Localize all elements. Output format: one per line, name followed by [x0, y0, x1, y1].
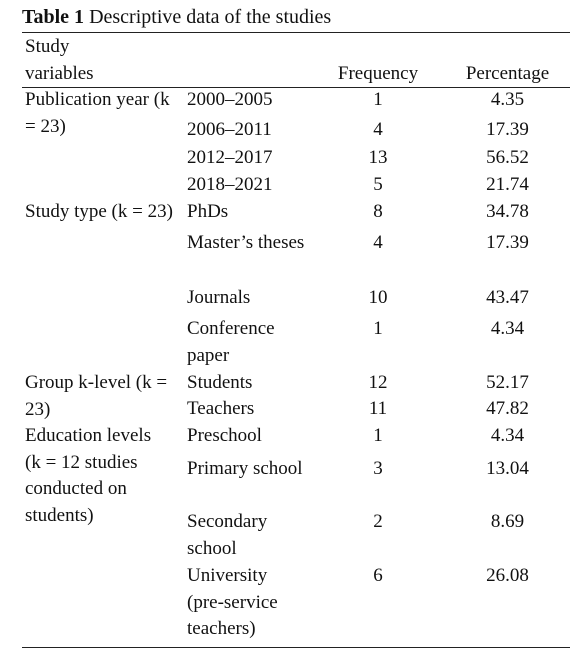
percentage-cell: 47.82	[486, 398, 529, 419]
table-number: Table 1	[22, 6, 85, 28]
group-label: Education levels (k = 12 studies conduct…	[25, 425, 152, 526]
row-item: 2006–2011	[187, 119, 272, 140]
percentage-cell: 26.08	[486, 565, 529, 586]
frequency-cell: 1	[373, 89, 383, 110]
bottom-rule	[22, 647, 570, 648]
top-rule	[22, 32, 570, 33]
row-item: Preschool	[187, 425, 262, 446]
percentage-cell: 52.17	[486, 372, 529, 393]
group-label: Group k-level (k = 23)	[25, 372, 168, 420]
percentage-cell: 34.78	[486, 201, 529, 222]
table-title: Table 1 Descriptive data of the studies	[22, 4, 331, 31]
frequency-cell: 8	[373, 201, 383, 222]
percentage-cell: 8.69	[490, 511, 525, 532]
frequency-cell: 4	[373, 232, 383, 253]
row-item: Teachers	[187, 398, 255, 419]
header-cell: Study variables	[25, 36, 94, 84]
percentage-cell: 43.47	[486, 287, 529, 308]
frequency-cell: 13	[368, 147, 388, 168]
percentage-cell: 21.74	[486, 174, 529, 195]
percentage-cell: 17.39	[486, 232, 529, 253]
row-item: Master’s theses	[187, 232, 305, 253]
row-item: PhDs	[187, 201, 229, 222]
header-cell: Frequency	[337, 63, 419, 84]
frequency-cell: 6	[373, 565, 383, 586]
frequency-cell: 4	[373, 119, 383, 140]
header-rule	[22, 87, 570, 88]
frequency-cell: 3	[373, 458, 383, 479]
row-item: 2018–2021	[187, 174, 273, 195]
frequency-cell: 1	[373, 425, 383, 446]
percentage-cell: 13.04	[486, 458, 529, 479]
frequency-cell: 11	[368, 398, 388, 419]
row-item: University (pre-service teachers)	[187, 565, 278, 639]
frequency-cell: 5	[373, 174, 383, 195]
header-cell: Percentage	[465, 63, 550, 84]
group-label: Publication year (k = 23)	[25, 89, 170, 137]
frequency-cell: 12	[368, 372, 388, 393]
row-item: 2000–2005	[187, 89, 273, 110]
row-item: Conference paper	[187, 318, 275, 366]
row-item: Secondary school	[187, 511, 268, 559]
row-item: Journals	[187, 287, 251, 308]
frequency-cell: 10	[368, 287, 388, 308]
percentage-cell: 4.35	[490, 89, 525, 110]
percentage-cell: 4.34	[490, 425, 525, 446]
row-item: Students	[187, 372, 253, 393]
row-item: Primary school	[187, 458, 303, 479]
group-label: Study type (k = 23)	[25, 201, 173, 222]
frequency-cell: 1	[373, 318, 383, 339]
table-caption: Descriptive data of the studies	[89, 6, 332, 28]
percentage-cell: 4.34	[490, 318, 525, 339]
row-item: 2012–2017	[187, 147, 273, 168]
percentage-cell: 56.52	[486, 147, 529, 168]
frequency-cell: 2	[373, 511, 383, 532]
percentage-cell: 17.39	[486, 119, 529, 140]
